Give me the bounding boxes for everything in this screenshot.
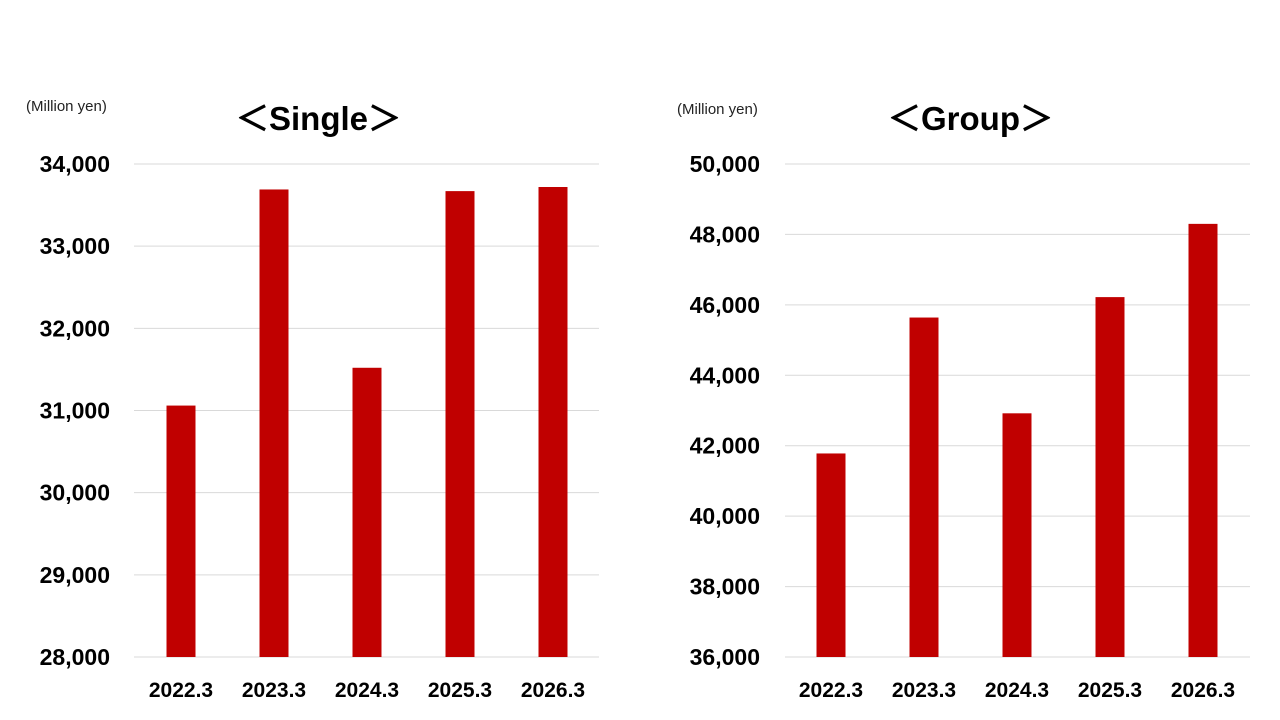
group-chart-title: ＜Group＞ [888,100,1053,137]
group-bar-2025.3 [1095,297,1125,657]
group-bar-2024.3 [1002,413,1032,657]
single-y-tick-label: 34,000 [40,151,110,177]
group-x-tick-label: 2025.3 [1078,679,1142,702]
single-y-tick-label: 29,000 [40,562,110,588]
group-y-tick-label: 40,000 [690,503,760,529]
group-y-tick-label: 44,000 [690,362,760,388]
group-x-tick-label: 2023.3 [892,679,956,702]
single-y-tick-label: 33,000 [40,233,110,259]
group-bar-2023.3 [909,317,939,657]
group-y-tick-label: 48,000 [690,221,760,247]
single-chart-panel: (Million yen) ＜Single＞ 28,000 29,000 30,00… [26,98,599,702]
group-y-tick-label: 50,000 [690,151,760,177]
single-y-tick-label: 30,000 [40,480,110,506]
group-x-tick-label: 2026.3 [1171,679,1235,702]
single-bar-2025.3 [445,191,475,658]
group-y-tick-label: 46,000 [690,292,760,318]
group-bar-chart: 36,000 38,000 40,000 42,000 44,000 46,000 48,0… [690,151,1250,702]
single-x-tick-label: 2023.3 [242,679,306,702]
single-x-tick-label: 2026.3 [521,679,585,702]
single-bar-2026.3 [538,187,568,658]
group-x-tick-label: 2022.3 [799,679,863,702]
single-bar-2022.3 [166,405,196,657]
single-bar-2023.3 [259,189,289,657]
single-y-tick-label: 28,000 [40,644,110,670]
group-y-tick-label: 36,000 [690,644,760,670]
single-chart-title: ＜Single＞ [236,100,402,137]
single-unit-label: (Million yen) [26,98,107,115]
group-x-tick-label: 2024.3 [985,679,1049,702]
single-x-tick-label: 2022.3 [149,679,213,702]
single-y-tick-label: 31,000 [40,398,110,424]
single-bar-chart: 28,000 29,000 30,000 31,000 32,000 33,000 34,0… [40,151,599,702]
group-y-tick-label: 42,000 [690,433,760,459]
single-x-tick-label: 2025.3 [428,679,492,702]
group-bar-2022.3 [816,453,846,657]
group-bar-2026.3 [1188,223,1218,657]
group-chart-panel: (Million yen) ＜Group＞ 36,000 38,000 40,000… [640,0,1280,720]
group-y-tick-label: 38,000 [690,574,760,600]
single-bar-2024.3 [352,367,382,657]
single-y-tick-label: 32,000 [40,315,110,341]
group-unit-label: (Million yen) [677,101,758,118]
single-x-tick-label: 2024.3 [335,679,399,702]
